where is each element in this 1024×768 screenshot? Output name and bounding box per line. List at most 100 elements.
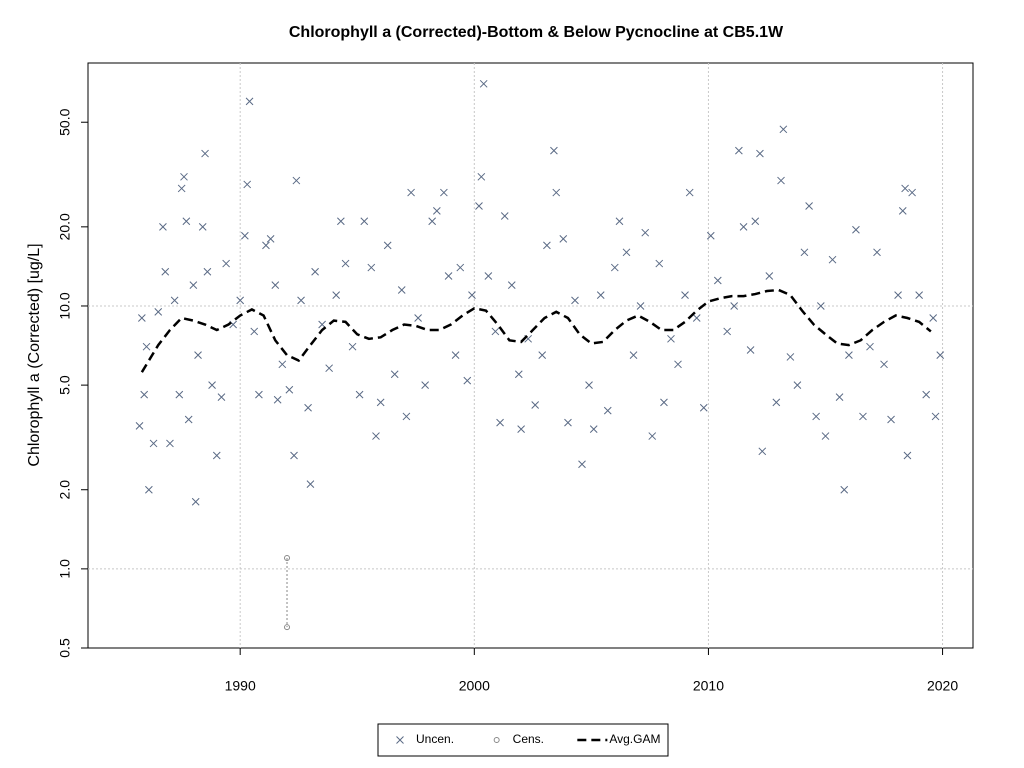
data-point bbox=[500, 212, 509, 220]
data-point bbox=[456, 263, 465, 272]
data-point bbox=[477, 172, 486, 181]
data-point bbox=[290, 451, 298, 460]
data-point bbox=[491, 327, 500, 336]
data-point bbox=[845, 351, 853, 360]
data-point bbox=[648, 432, 657, 440]
legend-label: Avg.GAM bbox=[609, 732, 660, 746]
data-point bbox=[901, 184, 909, 193]
data-point bbox=[800, 248, 809, 257]
data-point bbox=[348, 342, 357, 351]
gam-line bbox=[140, 288, 932, 373]
data-point bbox=[332, 291, 341, 299]
data-point bbox=[603, 406, 612, 415]
data-point bbox=[475, 202, 483, 210]
data-point bbox=[325, 364, 334, 373]
data-point bbox=[898, 207, 907, 215]
data-point bbox=[250, 327, 259, 336]
data-point bbox=[777, 176, 785, 185]
data-point bbox=[306, 480, 315, 489]
data-point bbox=[177, 184, 186, 193]
data-point bbox=[390, 370, 399, 379]
data-point bbox=[596, 291, 605, 299]
data-point bbox=[859, 412, 867, 421]
legend-symbol bbox=[396, 736, 404, 744]
data-point bbox=[713, 276, 722, 285]
y-axis-label: Chlorophyll a (Corrected) [ug/L] bbox=[26, 243, 43, 466]
data-point bbox=[170, 296, 179, 305]
data-point bbox=[730, 302, 739, 310]
data-point bbox=[145, 485, 153, 494]
data-point bbox=[383, 241, 392, 250]
data-point bbox=[828, 255, 837, 264]
data-point bbox=[751, 217, 760, 226]
data-point bbox=[402, 412, 411, 421]
data-point bbox=[655, 259, 664, 268]
data-point bbox=[367, 263, 376, 272]
y-tick-label: 10.0 bbox=[57, 292, 73, 319]
data-point bbox=[629, 351, 638, 360]
data-point bbox=[880, 360, 888, 369]
data-point bbox=[468, 291, 476, 299]
data-point bbox=[140, 390, 149, 399]
data-point bbox=[692, 314, 701, 322]
data-point bbox=[887, 415, 895, 424]
y-tick-label: 50.0 bbox=[57, 108, 73, 135]
chart-title: Chlorophyll a (Corrected)-Bottom & Below… bbox=[289, 24, 784, 41]
data-point bbox=[304, 403, 312, 412]
x-tick-label: 2000 bbox=[459, 678, 490, 694]
data-point bbox=[578, 460, 586, 469]
data-point bbox=[531, 401, 540, 409]
data-point bbox=[699, 403, 708, 412]
data-point bbox=[198, 222, 207, 231]
x-tick-label: 2020 bbox=[927, 678, 958, 694]
data-point bbox=[212, 451, 221, 460]
data-point bbox=[514, 370, 523, 379]
data-point bbox=[636, 302, 645, 310]
data-point bbox=[297, 296, 305, 305]
data-point bbox=[273, 395, 282, 404]
data-point bbox=[184, 415, 193, 424]
data-point bbox=[135, 421, 144, 430]
data-point bbox=[552, 188, 561, 197]
y-tick-label: 2.0 bbox=[57, 480, 73, 500]
data-point bbox=[407, 188, 415, 197]
data-point bbox=[929, 314, 938, 322]
data-point bbox=[463, 376, 472, 385]
data-point bbox=[674, 360, 682, 369]
data-point bbox=[852, 225, 860, 234]
legend-box bbox=[377, 723, 669, 757]
data-point bbox=[538, 351, 547, 360]
data-point bbox=[746, 346, 755, 354]
x-tick-label: 2010 bbox=[693, 678, 724, 694]
data-point bbox=[432, 207, 441, 215]
data-point bbox=[641, 228, 650, 237]
data-point bbox=[292, 176, 301, 185]
data-point bbox=[610, 263, 619, 272]
data-point bbox=[191, 497, 200, 506]
y-tick-label: 5.0 bbox=[57, 375, 73, 395]
data-point bbox=[180, 172, 188, 181]
data-point bbox=[793, 381, 802, 389]
data-point bbox=[440, 188, 448, 197]
data-point bbox=[559, 235, 568, 243]
data-point bbox=[236, 296, 245, 305]
data-point bbox=[229, 320, 238, 329]
data-point bbox=[241, 231, 249, 240]
data-point bbox=[341, 259, 350, 268]
data-point bbox=[479, 79, 488, 88]
x-tick-label: 1990 bbox=[225, 678, 256, 694]
y-tick-label: 1.0 bbox=[57, 559, 73, 579]
data-point bbox=[271, 281, 280, 290]
data-point bbox=[484, 272, 493, 280]
data-point bbox=[189, 281, 198, 290]
data-point bbox=[203, 267, 212, 276]
y-tick-label: 0.5 bbox=[57, 638, 73, 658]
data-point bbox=[681, 291, 689, 299]
data-point bbox=[786, 353, 795, 361]
data-point bbox=[245, 97, 254, 106]
data-point bbox=[360, 217, 369, 226]
data-point bbox=[278, 360, 287, 369]
data-point bbox=[585, 381, 593, 389]
data-point bbox=[739, 222, 748, 231]
